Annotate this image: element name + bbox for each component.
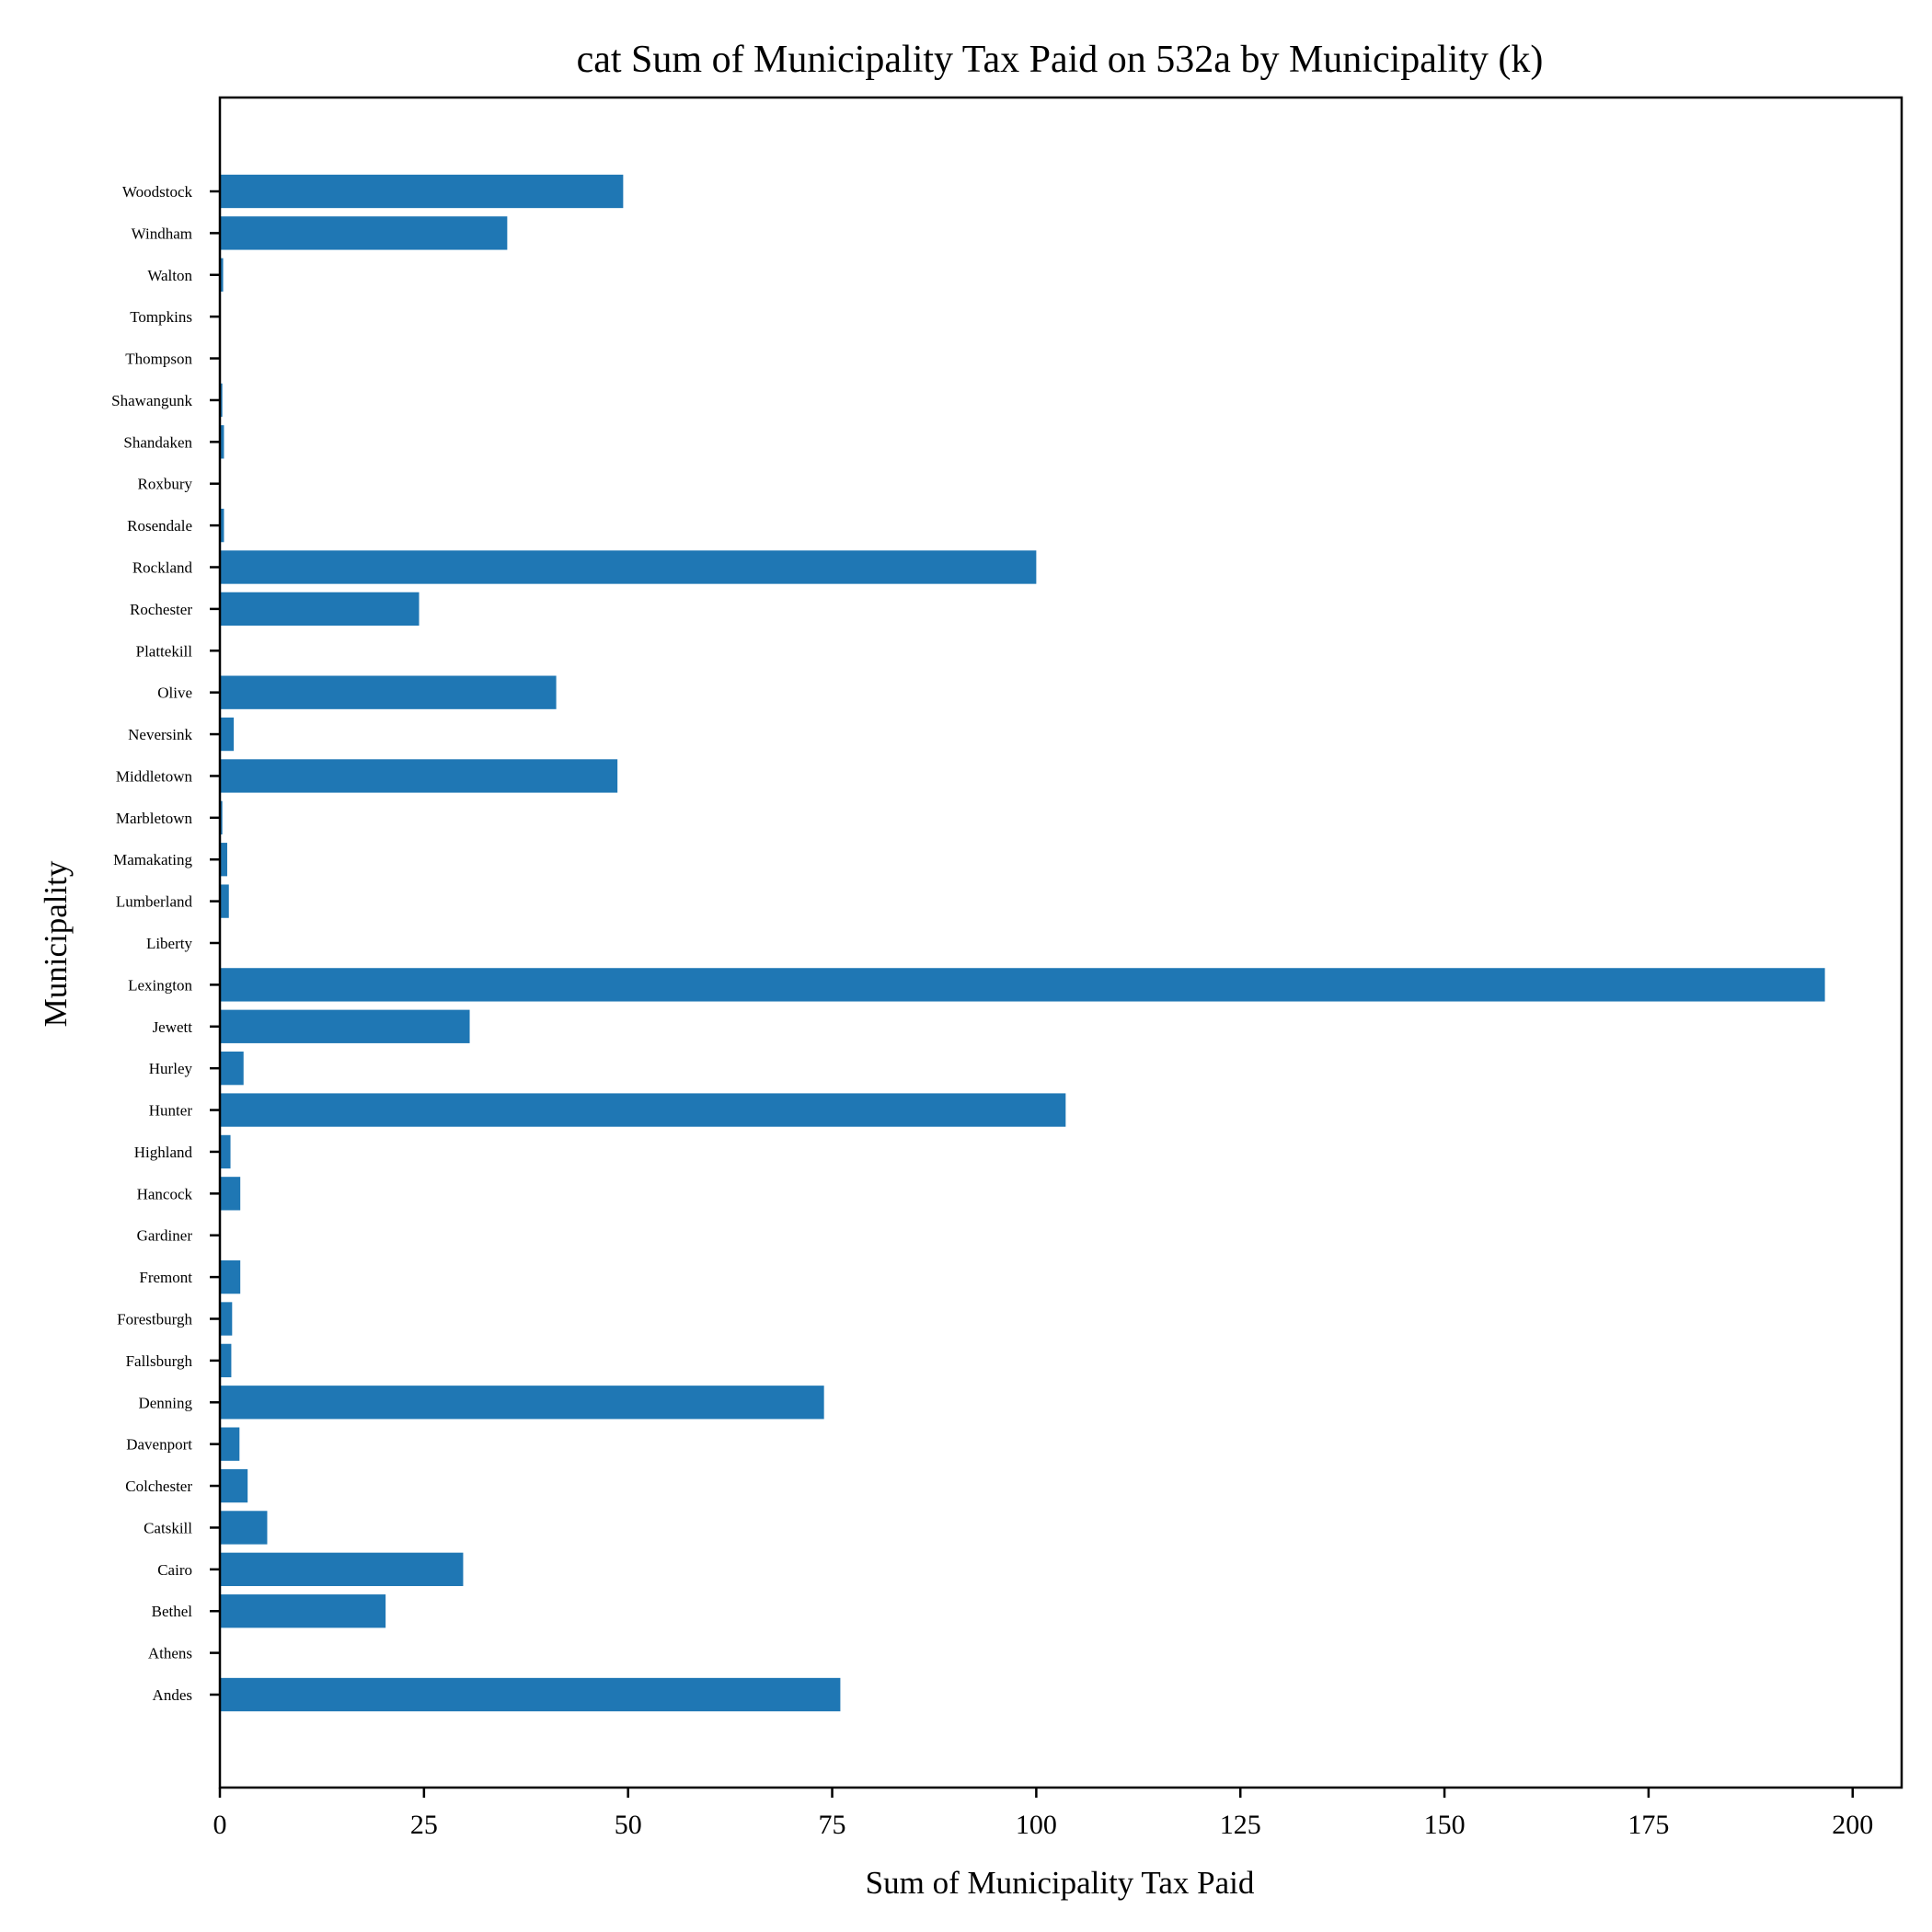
bar-bethel (220, 1594, 386, 1628)
y-tick-label: Hancock (137, 1185, 193, 1202)
y-tick-label: Neversink (128, 726, 192, 743)
bar-rockland (220, 550, 1037, 584)
x-tick-label: 200 (1832, 1810, 1873, 1840)
bar-hunter (220, 1093, 1066, 1127)
bar-hurley (220, 1052, 244, 1086)
x-tick-label: 100 (1016, 1810, 1057, 1840)
bar-fremont (220, 1259, 241, 1294)
bar-shandaken (220, 425, 224, 459)
chart-title: cat Sum of Municipality Tax Paid on 532a… (577, 39, 1544, 81)
bar-windham (220, 216, 508, 250)
bar-neversink (220, 717, 235, 752)
y-tick-label: Andes (153, 1686, 192, 1704)
bar-mamakating (220, 843, 227, 877)
y-axis-label: Municipality (38, 860, 74, 1027)
y-tick-label: Lumberland (116, 893, 193, 911)
y-tick-label: Catskill (144, 1519, 192, 1536)
y-tick-label: Rosendale (127, 517, 192, 535)
x-tick-label: 25 (410, 1810, 438, 1840)
bar-fallsburgh (220, 1343, 232, 1378)
bar-davenport (220, 1427, 240, 1461)
y-tick-label: Highland (134, 1144, 193, 1161)
bar-shawangunk (220, 383, 223, 418)
y-tick-label: Colchester (125, 1478, 192, 1495)
y-tick-label: Roxbury (138, 476, 193, 493)
x-tick-label: 175 (1627, 1810, 1669, 1840)
bar-woodstock (220, 174, 624, 209)
y-tick-label: Marbletown (116, 810, 193, 827)
bar-lumberland (220, 884, 229, 918)
y-tick-label: Middletown (116, 767, 193, 785)
bar-walton (220, 258, 224, 292)
x-axis-label: Sum of Municipality Tax Paid (866, 1865, 1255, 1901)
x-tick-label: 125 (1220, 1810, 1261, 1840)
x-tick-label: 50 (615, 1810, 642, 1840)
bar-rosendale (220, 508, 224, 543)
bar-catskill (220, 1511, 268, 1545)
x-tick-label: 150 (1424, 1810, 1466, 1840)
y-tick-label: Fremont (139, 1269, 192, 1286)
x-axis-ticks: 0 25 50 75 100 125 150 175 200 (213, 1788, 1873, 1840)
y-tick-label: Mamakating (113, 851, 192, 868)
y-tick-label: Shandaken (123, 433, 192, 451)
bar-highland (220, 1134, 231, 1169)
y-tick-label: Denning (138, 1394, 192, 1411)
bar-jewett (220, 1009, 470, 1043)
y-tick-label: Plattekill (136, 642, 193, 660)
y-tick-label: Liberty (146, 935, 193, 952)
y-tick-label: Tompkins (130, 308, 192, 326)
bar-denning (220, 1386, 824, 1420)
y-tick-label: Fallsburgh (126, 1352, 193, 1370)
y-tick-label: Athens (148, 1645, 192, 1662)
y-tick-label: Thompson (125, 351, 192, 368)
bar-olive (220, 675, 557, 709)
y-tick-label: Rockland (132, 559, 193, 577)
bar-cairo (220, 1552, 464, 1586)
bar-colchester (220, 1468, 248, 1503)
bar-rochester (220, 592, 420, 627)
bar-middletown (220, 759, 618, 793)
y-tick-label: Shawangunk (111, 392, 192, 409)
y-tick-label: Olive (157, 684, 192, 702)
y-tick-label: Davenport (126, 1436, 192, 1454)
y-tick-label: Jewett (153, 1018, 193, 1036)
y-tick-label: Forestburgh (117, 1311, 192, 1328)
bar-andes (220, 1677, 841, 1712)
y-tick-label: Lexington (128, 976, 192, 994)
x-tick-label: 0 (213, 1810, 227, 1840)
bar-lexington (220, 968, 1825, 1002)
y-tick-label: Windham (132, 224, 192, 242)
bar-forestburgh (220, 1302, 233, 1336)
bar-hancock (220, 1177, 241, 1211)
y-tick-label: Gardiner (137, 1227, 193, 1245)
y-tick-label: Woodstock (122, 183, 193, 201)
y-tick-label: Bethel (152, 1603, 193, 1620)
y-tick-label: Rochester (130, 601, 192, 618)
y-tick-label: Walton (147, 267, 192, 284)
y-tick-label: Hurley (149, 1060, 193, 1077)
plot-frame (218, 96, 1903, 1789)
x-tick-label: 75 (819, 1810, 846, 1840)
bar-marbletown (220, 800, 223, 834)
y-tick-label: Cairo (157, 1561, 192, 1579)
y-tick-label: Hunter (149, 1102, 193, 1120)
y-axis-ticks: Andes Athens Bethel Cairo Catskill Colchester… (111, 183, 220, 1704)
bars-group (220, 174, 1825, 1712)
